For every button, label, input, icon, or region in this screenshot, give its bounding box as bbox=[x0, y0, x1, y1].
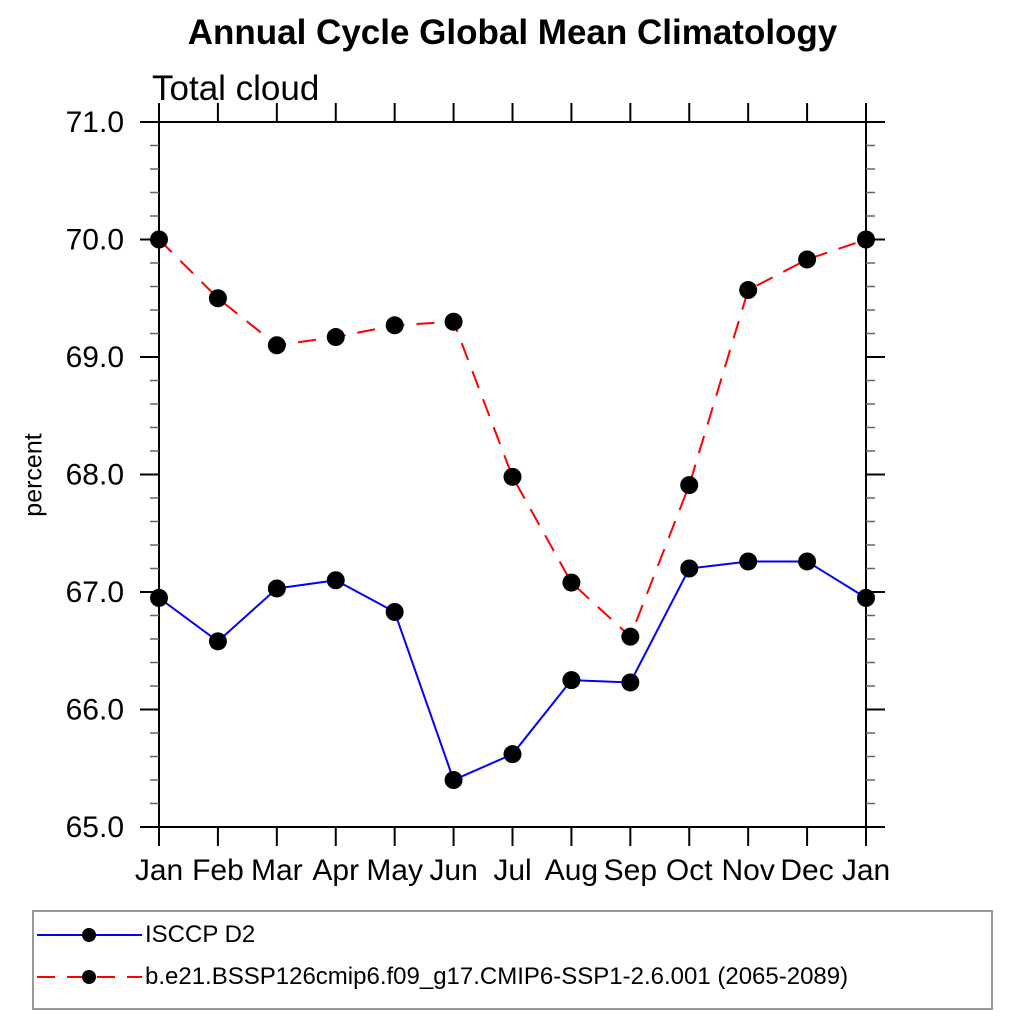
chart-subtitle: Total cloud bbox=[152, 69, 320, 108]
legend-line-sample-solid bbox=[37, 928, 142, 942]
svg-text:70.0: 70.0 bbox=[66, 224, 124, 257]
svg-text:Aug: Aug bbox=[545, 854, 598, 887]
svg-text:69.0: 69.0 bbox=[66, 341, 124, 374]
series-markers-0 bbox=[150, 552, 875, 789]
svg-text:Oct: Oct bbox=[666, 854, 713, 887]
legend-line-sample-dashed bbox=[37, 970, 142, 984]
svg-text:Nov: Nov bbox=[721, 854, 774, 887]
svg-text:65.0: 65.0 bbox=[66, 811, 124, 844]
legend-item-model: b.e21.BSSP126cmip6.f09_g17.CMIP6-SSP1-2.… bbox=[34, 962, 991, 992]
legend-label: b.e21.BSSP126cmip6.f09_g17.CMIP6-SSP1-2.… bbox=[145, 963, 849, 990]
svg-text:May: May bbox=[366, 854, 423, 887]
y-axis-minor-ticks bbox=[150, 144, 875, 805]
svg-text:71.0: 71.0 bbox=[66, 106, 124, 139]
series-line-1 bbox=[158, 238, 867, 639]
series-markers-1 bbox=[150, 230, 875, 646]
svg-text:Jun: Jun bbox=[429, 854, 477, 887]
svg-text:67.0: 67.0 bbox=[66, 576, 124, 609]
legend-box: ISCCP D2 b.e21.BSSP126cmip6.f09_g17.CMIP… bbox=[32, 910, 993, 1010]
x-axis-tick-labels: Jan Feb Mar Apr May Jun Jul Aug Sep Oct Nov Dec Jan bbox=[135, 854, 890, 887]
y-axis-tick-labels: 65.0 66.0 67.0 68.0 69.0 70.0 71.0 bbox=[66, 106, 124, 844]
svg-text:Feb: Feb bbox=[192, 854, 244, 887]
svg-text:66.0: 66.0 bbox=[66, 694, 124, 727]
svg-text:Apr: Apr bbox=[312, 854, 359, 887]
y-axis-major-ticks bbox=[140, 121, 885, 828]
svg-text:Mar: Mar bbox=[251, 854, 303, 887]
svg-text:Dec: Dec bbox=[780, 854, 833, 887]
x-axis-ticks bbox=[158, 103, 867, 846]
chart-title: Annual Cycle Global Mean Climatology bbox=[187, 13, 838, 52]
svg-text:Jan: Jan bbox=[842, 854, 890, 887]
legend-item-isccp: ISCCP D2 bbox=[34, 920, 991, 950]
legend-label: ISCCP D2 bbox=[145, 921, 256, 948]
svg-text:Sep: Sep bbox=[604, 854, 657, 887]
svg-text:Jan: Jan bbox=[135, 854, 183, 887]
svg-text:68.0: 68.0 bbox=[66, 459, 124, 492]
svg-text:Jul: Jul bbox=[493, 854, 531, 887]
